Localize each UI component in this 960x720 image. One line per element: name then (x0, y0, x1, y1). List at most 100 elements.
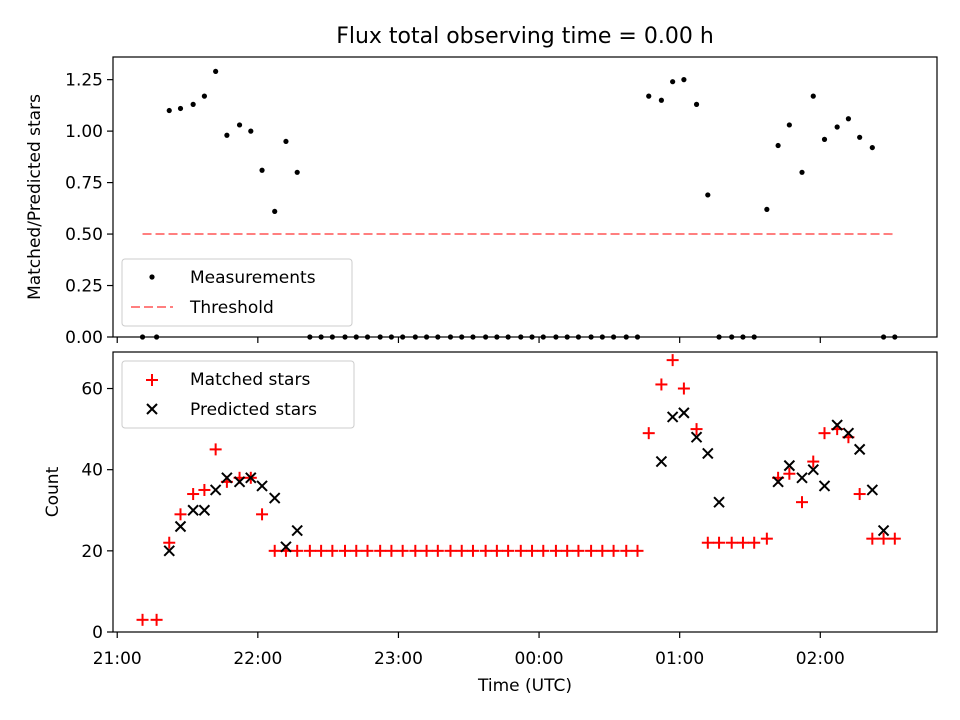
matched-star-point (326, 544, 339, 557)
predicted-star-point (245, 472, 257, 484)
matched-star-point (607, 544, 620, 557)
y-tick-label: 1.25 (65, 71, 103, 91)
matched-star-point (549, 544, 562, 557)
bottom-x-axis: 21:00 22:00 23:00 00:00 01:00 02:00 (93, 632, 845, 669)
matched-star-point (466, 544, 479, 557)
predicted-star-point (268, 492, 281, 504)
measurement-point (294, 169, 300, 175)
matched-star-point (585, 544, 598, 557)
matched-star-point (268, 544, 281, 557)
x-tick-label: 00:00 (515, 649, 564, 669)
matched-star-point (385, 544, 398, 557)
predicted-star-point (818, 480, 831, 492)
measurement-point (775, 142, 781, 149)
bottom-axes-frame (112, 351, 938, 633)
predicted-star-point (807, 463, 819, 476)
legend-measurements-label: Measurements (190, 268, 316, 288)
matched-star-point (807, 455, 820, 468)
measurement-point (845, 116, 852, 122)
top-x-axis-ticks (116, 337, 821, 343)
matched-star-point (479, 544, 492, 557)
x-tick-label: 01:00 (655, 649, 704, 669)
matched-star-point (490, 544, 503, 557)
matched-star-point (350, 544, 363, 557)
measurement-point (821, 136, 828, 142)
matched-star-point (444, 544, 457, 557)
legend-matched-marker (146, 374, 158, 386)
matched-star-point (136, 613, 149, 626)
matched-star-point (174, 508, 187, 521)
matched-star-point (572, 544, 585, 557)
measurement-point (646, 93, 652, 99)
matched-star-point (866, 532, 879, 545)
matched-star-point (736, 536, 749, 549)
y-tick-label: 60 (81, 380, 103, 400)
predicted-star-point (842, 427, 855, 439)
matched-star-point (596, 544, 609, 557)
predicted-star-point (163, 545, 175, 557)
matched-star-point (655, 378, 668, 391)
y-tick-label: 20 (81, 542, 103, 562)
legend-measurements-marker (149, 274, 155, 280)
matched-star-point (409, 544, 422, 557)
legend-threshold-label: Threshold (189, 298, 274, 318)
predicted-star-point (772, 476, 784, 488)
predicted-star-point (187, 504, 199, 516)
legend-predicted-label: Predicted stars (190, 400, 317, 420)
x-tick-label: 02:00 (796, 649, 845, 669)
matched-star-point (209, 443, 222, 456)
predicted-star-point (174, 520, 187, 533)
x-tick-label: 21:00 (93, 649, 142, 669)
top-panel-ylabel: Matched/Predicted stars (25, 94, 45, 300)
matched-star-point (666, 354, 679, 367)
measurement-point (705, 192, 711, 198)
top-plot-area (139, 68, 898, 340)
predicted-star-point (655, 455, 668, 468)
predicted-star-point (783, 459, 796, 472)
legend-predicted-marker (146, 403, 158, 415)
matched-star-point (431, 544, 444, 557)
matched-star-point (818, 427, 831, 440)
predicted-star-point (678, 407, 690, 419)
predicted-star-point (209, 484, 222, 496)
measurement-point (224, 132, 230, 138)
matched-star-point (256, 508, 269, 521)
matched-star-point (396, 544, 409, 557)
predicted-star-point (291, 524, 303, 537)
bottom-panel-ylabel: Count (43, 466, 63, 517)
matched-star-point (620, 544, 633, 557)
matched-star-point (713, 536, 726, 549)
measurement-point (786, 122, 792, 128)
y-tick-label: 0.75 (65, 174, 103, 194)
measurement-point (857, 134, 863, 140)
y-tick-label: 0 (92, 623, 103, 643)
measurement-point (810, 93, 816, 99)
top-legend-box (121, 258, 353, 327)
measurement-point (658, 97, 664, 103)
matched-star-point (315, 544, 328, 557)
measurement-point (201, 93, 207, 99)
matched-star-point (677, 382, 690, 395)
matched-star-point (537, 544, 550, 557)
matched-star-point (725, 536, 738, 549)
predicted-star-point (877, 524, 890, 537)
matched-star-point (631, 544, 644, 557)
matched-star-point (150, 613, 163, 626)
top-legend: Measurements Threshold (121, 258, 353, 327)
predicted-star-point (198, 504, 211, 516)
measurement-point (248, 128, 254, 134)
measurement-point (190, 101, 196, 107)
matched-star-point (198, 483, 211, 496)
measurement-point (834, 124, 840, 130)
matched-star-point (561, 544, 574, 557)
predicted-star-point (256, 480, 268, 492)
matched-star-point (690, 423, 703, 436)
measurement-point (670, 79, 676, 85)
y-tick-label: 0.50 (65, 225, 103, 245)
matched-star-point (701, 536, 714, 549)
matched-star-point (760, 532, 773, 545)
top-y-axis: 0.00 0.25 0.50 0.75 1.00 1.25 (65, 71, 113, 348)
y-tick-label: 0.00 (65, 328, 103, 348)
